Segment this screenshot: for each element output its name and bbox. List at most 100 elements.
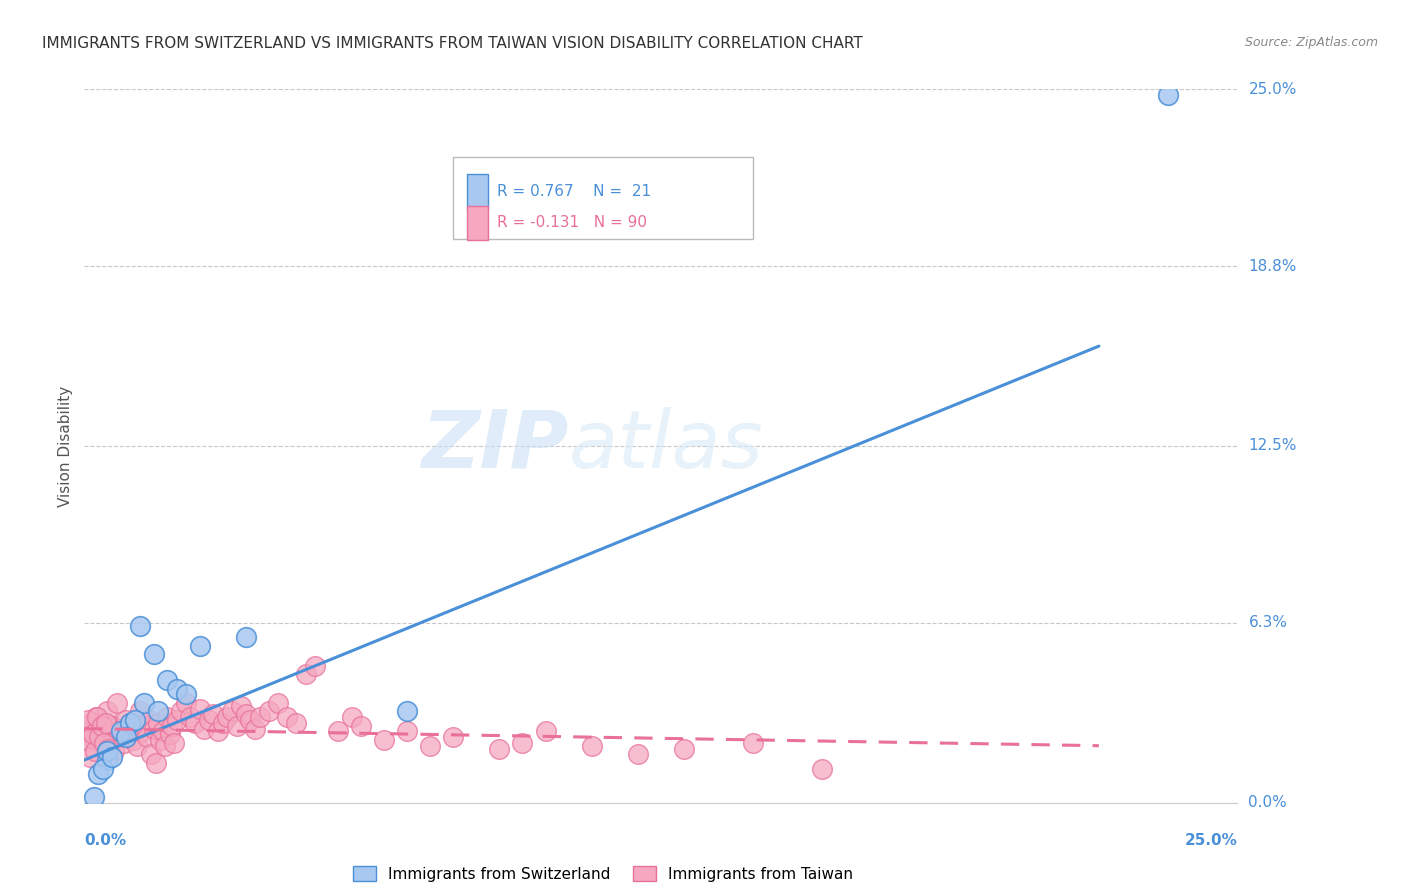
Point: [82, 727, 104, 741]
Point: [811, 762, 834, 776]
Point: [340, 710, 363, 724]
Point: [142, 722, 165, 736]
Legend: Immigrants from Switzerland, Immigrants from Taiwan: Immigrants from Switzerland, Immigrants …: [347, 860, 859, 888]
Point: [211, 715, 233, 730]
Point: [124, 713, 146, 727]
Point: [101, 750, 124, 764]
Point: [83, 744, 105, 758]
Point: [134, 719, 156, 733]
Point: [179, 710, 201, 724]
Text: 12.5%: 12.5%: [1249, 439, 1296, 453]
Point: [249, 710, 271, 724]
Point: [276, 710, 298, 724]
Text: 0.0%: 0.0%: [84, 833, 127, 848]
Point: [93, 736, 115, 750]
Point: [84, 710, 107, 724]
Text: R = -0.131   N = 90: R = -0.131 N = 90: [498, 215, 647, 230]
Point: [141, 747, 163, 762]
Point: [672, 741, 695, 756]
Point: [221, 705, 243, 719]
Text: 18.8%: 18.8%: [1249, 259, 1296, 274]
Point: [156, 710, 179, 724]
Point: [86, 710, 108, 724]
Point: [96, 744, 118, 758]
Point: [534, 724, 557, 739]
Point: [110, 722, 132, 736]
Point: [94, 727, 117, 741]
Point: [131, 724, 153, 739]
Point: [87, 767, 110, 781]
Point: [79, 750, 101, 764]
Point: [138, 713, 160, 727]
Point: [294, 667, 316, 681]
Point: [90, 719, 112, 733]
Point: [441, 730, 464, 744]
Point: [217, 710, 239, 724]
Point: [105, 696, 128, 710]
Point: [146, 715, 169, 730]
Point: [83, 790, 105, 805]
Text: Source: ZipAtlas.com: Source: ZipAtlas.com: [1244, 36, 1378, 49]
Point: [101, 719, 124, 733]
Point: [91, 715, 114, 730]
Point: [166, 681, 188, 696]
Point: [488, 741, 510, 756]
Text: IMMIGRANTS FROM SWITZERLAND VS IMMIGRANTS FROM TAIWAN VISION DISABILITY CORRELAT: IMMIGRANTS FROM SWITZERLAND VS IMMIGRANT…: [42, 36, 863, 51]
Point: [103, 744, 125, 758]
Point: [235, 630, 257, 644]
Point: [112, 736, 135, 750]
Point: [267, 696, 290, 710]
Point: [159, 727, 181, 741]
Point: [188, 701, 211, 715]
Point: [184, 715, 207, 730]
Point: [91, 762, 114, 776]
Point: [128, 619, 150, 633]
Point: [350, 719, 373, 733]
Text: 25.0%: 25.0%: [1249, 82, 1296, 96]
Point: [257, 705, 280, 719]
Point: [149, 733, 172, 747]
Point: [1157, 87, 1180, 102]
Point: [193, 722, 215, 736]
Point: [142, 648, 165, 662]
Point: [163, 736, 186, 750]
Point: [170, 705, 193, 719]
Text: 0.0%: 0.0%: [1249, 796, 1286, 810]
Point: [121, 733, 143, 747]
Point: [225, 719, 247, 733]
Point: [87, 722, 110, 736]
Point: [96, 753, 118, 767]
Point: [115, 730, 138, 744]
Point: [83, 733, 105, 747]
Point: [231, 698, 253, 713]
Point: [326, 724, 349, 739]
Point: [153, 739, 176, 753]
Point: [188, 639, 211, 653]
Point: [174, 696, 197, 710]
Point: [243, 722, 266, 736]
Point: [97, 741, 120, 756]
Point: [98, 739, 121, 753]
Text: 6.3%: 6.3%: [1249, 615, 1288, 631]
Point: [166, 713, 188, 727]
Point: [124, 722, 146, 736]
Point: [135, 730, 157, 744]
Point: [156, 673, 179, 687]
Point: [108, 730, 131, 744]
Point: [207, 724, 229, 739]
Point: [117, 727, 139, 741]
Point: [96, 715, 118, 730]
Point: [235, 707, 257, 722]
Point: [134, 696, 156, 710]
Point: [120, 715, 142, 730]
Point: [127, 739, 149, 753]
Y-axis label: Vision Disability: Vision Disability: [58, 385, 73, 507]
Text: R = 0.767    N =  21: R = 0.767 N = 21: [498, 184, 651, 199]
Point: [742, 736, 765, 750]
Point: [419, 739, 441, 753]
Point: [128, 705, 150, 719]
Point: [87, 730, 110, 744]
Point: [80, 715, 103, 730]
Text: ZIP: ZIP: [422, 407, 568, 485]
Point: [304, 658, 326, 673]
